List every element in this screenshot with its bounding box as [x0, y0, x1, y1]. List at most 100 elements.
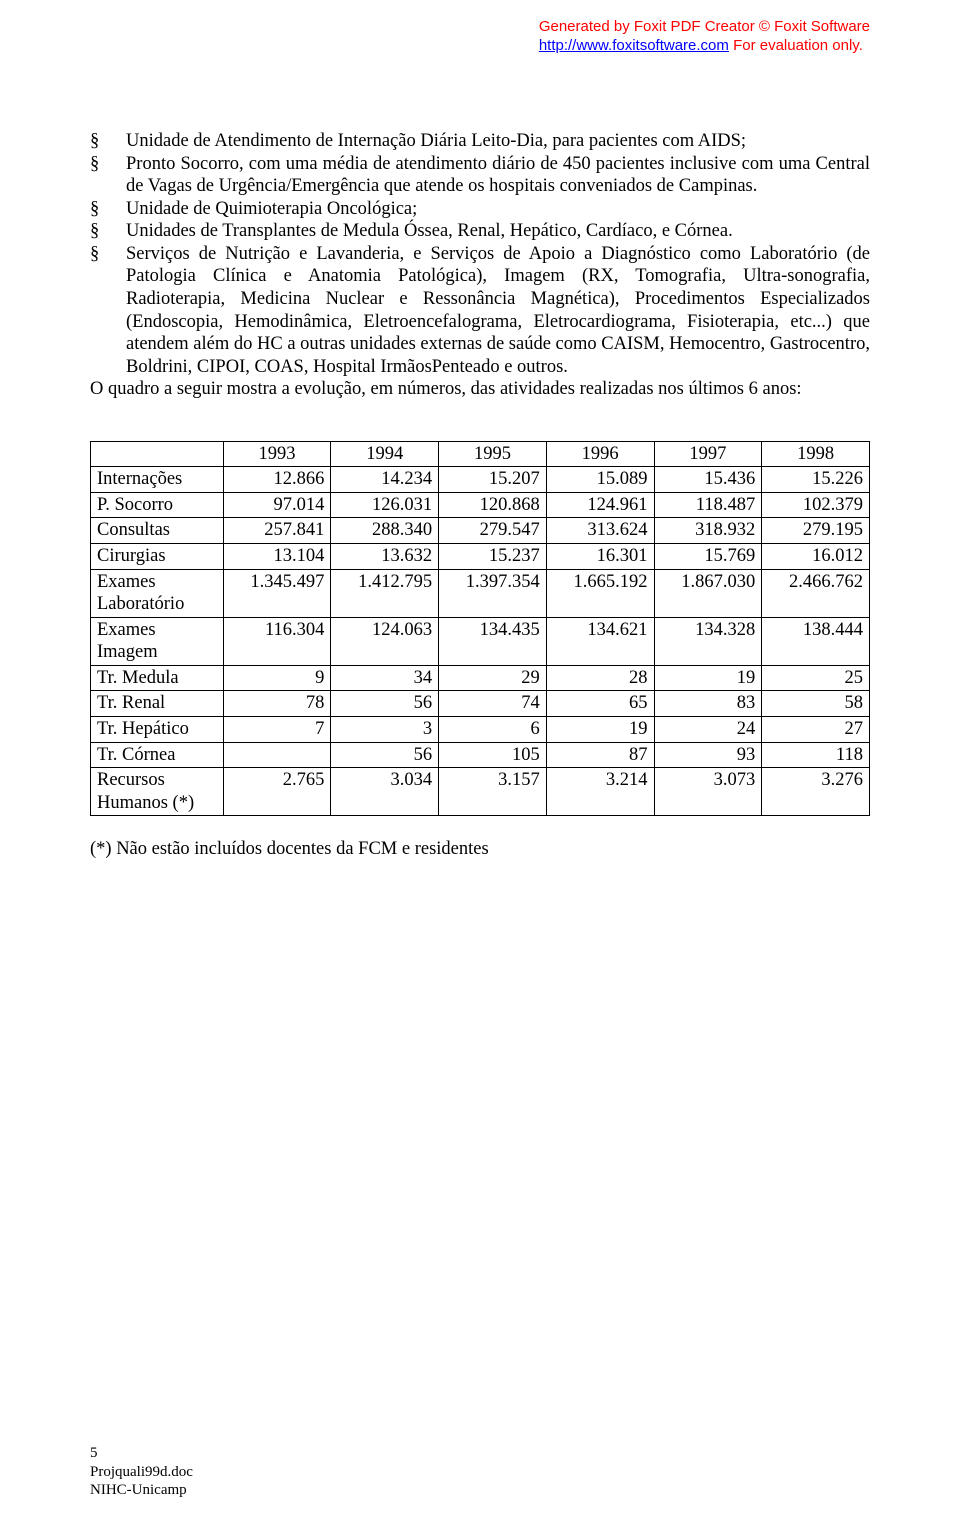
cell-value: 15.436 — [654, 467, 762, 493]
table-row: Exames Laboratório1.345.4971.412.7951.39… — [91, 569, 870, 617]
cell-value: 138.444 — [762, 617, 870, 665]
row-label: Tr. Hepático — [91, 716, 224, 742]
cell-value: 1.867.030 — [654, 569, 762, 617]
cell-value: 1.665.192 — [546, 569, 654, 617]
table-row: Exames Imagem116.304124.063134.435134.62… — [91, 617, 870, 665]
cell-value: 13.632 — [331, 544, 439, 570]
page-number: 5 — [90, 1444, 193, 1463]
footer-filename: Projquali99d.doc — [90, 1463, 193, 1482]
cell-value: 3.214 — [546, 768, 654, 816]
cell-value: 25 — [762, 665, 870, 691]
cell-value: 124.961 — [546, 492, 654, 518]
cell-value: 13.104 — [223, 544, 331, 570]
trailing-paragraph: O quadro a seguir mostra a evolução, em … — [90, 378, 870, 401]
cell-value: 27 — [762, 716, 870, 742]
cell-value: 6 — [439, 716, 547, 742]
cell-value: 15.769 — [654, 544, 762, 570]
cell-value: 28 — [546, 665, 654, 691]
cell-value: 97.014 — [223, 492, 331, 518]
row-label: Internações — [91, 467, 224, 493]
cell-value: 19 — [654, 665, 762, 691]
table-row: Cirurgias13.10413.63215.23716.30115.7691… — [91, 544, 870, 570]
cell-value: 9 — [223, 665, 331, 691]
cell-value: 16.301 — [546, 544, 654, 570]
bullet-glyph: § — [90, 198, 126, 221]
row-label: Tr. Medula — [91, 665, 224, 691]
table-row: Internações12.86614.23415.20715.08915.43… — [91, 467, 870, 493]
cell-value: 15.089 — [546, 467, 654, 493]
body-text: § Unidade de Atendimento de Internação D… — [90, 130, 870, 861]
footer-org: NIHC-Unicamp — [90, 1481, 193, 1500]
cell-value: 12.866 — [223, 467, 331, 493]
cell-value: 3.034 — [331, 768, 439, 816]
cell-value: 257.841 — [223, 518, 331, 544]
document-page: Generated by Foxit PDF Creator © Foxit S… — [0, 0, 960, 1518]
cell-value: 134.435 — [439, 617, 547, 665]
cell-value: 1.412.795 — [331, 569, 439, 617]
cell-value: 93 — [654, 742, 762, 768]
bullet-glyph: § — [90, 130, 126, 153]
cell-value: 124.063 — [331, 617, 439, 665]
bullet-text: Serviços de Nutrição e Lavanderia, e Ser… — [126, 243, 870, 378]
table-header-blank — [91, 441, 224, 467]
pdf-watermark: Generated by Foxit PDF Creator © Foxit S… — [539, 18, 870, 56]
cell-value: 279.547 — [439, 518, 547, 544]
row-label: Exames Imagem — [91, 617, 224, 665]
watermark-line1: Generated by Foxit PDF Creator © Foxit S… — [539, 18, 870, 37]
cell-value: 14.234 — [331, 467, 439, 493]
bullet-text: Pronto Socorro, com uma média de atendim… — [126, 153, 870, 198]
cell-value: 126.031 — [331, 492, 439, 518]
row-label: Tr. Córnea — [91, 742, 224, 768]
table-row: P. Socorro97.014126.031120.868124.961118… — [91, 492, 870, 518]
cell-value: 19 — [546, 716, 654, 742]
cell-value: 58 — [762, 691, 870, 717]
year-header: 1995 — [439, 441, 547, 467]
cell-value: 116.304 — [223, 617, 331, 665]
page-footer: 5 Projquali99d.doc NIHC-Unicamp — [90, 1444, 193, 1500]
row-label: Recursos Humanos (*) — [91, 768, 224, 816]
cell-value: 318.932 — [654, 518, 762, 544]
table-header-row: 1993 1994 1995 1996 1997 1998 — [91, 441, 870, 467]
table-footnote: (*) Não estão incluídos docentes da FCM … — [90, 838, 870, 861]
cell-value: 65 — [546, 691, 654, 717]
cell-value: 134.328 — [654, 617, 762, 665]
bullet-text: Unidades de Transplantes de Medula Óssea… — [126, 220, 870, 243]
cell-value: 16.012 — [762, 544, 870, 570]
cell-value: 118 — [762, 742, 870, 768]
watermark-link[interactable]: http://www.foxitsoftware.com — [539, 37, 729, 54]
cell-value — [223, 742, 331, 768]
cell-value: 3.073 — [654, 768, 762, 816]
cell-value: 105 — [439, 742, 547, 768]
cell-value: 1.345.497 — [223, 569, 331, 617]
cell-value: 2.765 — [223, 768, 331, 816]
cell-value: 15.207 — [439, 467, 547, 493]
table-row: Tr. Hepático736192427 — [91, 716, 870, 742]
activities-table: 1993 1994 1995 1996 1997 1998 Internaçõe… — [90, 441, 870, 816]
cell-value: 74 — [439, 691, 547, 717]
cell-value: 3 — [331, 716, 439, 742]
table-row: Tr. Renal785674658358 — [91, 691, 870, 717]
table-row: Recursos Humanos (*)2.7653.0343.1573.214… — [91, 768, 870, 816]
table-row: Tr. Medula93429281925 — [91, 665, 870, 691]
year-header: 1998 — [762, 441, 870, 467]
cell-value: 288.340 — [331, 518, 439, 544]
cell-value: 83 — [654, 691, 762, 717]
year-header: 1996 — [546, 441, 654, 467]
bullet-glyph: § — [90, 220, 126, 243]
cell-value: 56 — [331, 691, 439, 717]
cell-value: 3.276 — [762, 768, 870, 816]
row-label: Cirurgias — [91, 544, 224, 570]
bullet-item: § Pronto Socorro, com uma média de atend… — [90, 153, 870, 198]
cell-value: 78 — [223, 691, 331, 717]
row-label: Consultas — [91, 518, 224, 544]
bullet-item: § Unidade de Quimioterapia Oncológica; — [90, 198, 870, 221]
cell-value: 15.226 — [762, 467, 870, 493]
year-header: 1993 — [223, 441, 331, 467]
table-row: Tr. Córnea561058793118 — [91, 742, 870, 768]
bullet-glyph: § — [90, 153, 126, 198]
cell-value: 134.621 — [546, 617, 654, 665]
bullet-item: § Serviços de Nutrição e Lavanderia, e S… — [90, 243, 870, 378]
cell-value: 279.195 — [762, 518, 870, 544]
row-label: P. Socorro — [91, 492, 224, 518]
cell-value: 313.624 — [546, 518, 654, 544]
